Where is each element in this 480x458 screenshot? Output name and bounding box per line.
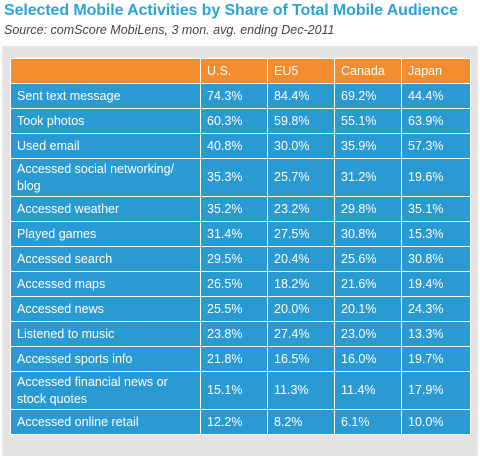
value-cell: 23.2% (267, 196, 335, 222)
value-cell: 31.4% (200, 221, 268, 247)
table-row: Sent text message 74.3% 84.4% 69.2% 44.4% (10, 83, 471, 109)
value-cell: 21.8% (200, 346, 268, 372)
value-cell: 30.8% (401, 246, 471, 272)
row-label: Accessed online retail (10, 409, 201, 435)
value-cell: 29.5% (200, 246, 268, 272)
value-cell: 84.4% (267, 83, 335, 109)
value-cell: 16.0% (334, 346, 402, 372)
row-label: Took photos (10, 108, 201, 134)
row-label: Accessed maps (10, 271, 201, 297)
table-row: Listened to music 23.8% 27.4% 23.0% 13.3% (10, 321, 471, 347)
value-cell: 25.6% (334, 246, 402, 272)
value-cell: 18.2% (267, 271, 335, 297)
value-cell: 25.7% (267, 158, 335, 197)
value-cell: 23.8% (200, 321, 268, 347)
value-cell: 74.3% (200, 83, 268, 109)
value-cell: 19.7% (401, 346, 471, 372)
table-row: Accessed sports info 21.8% 16.5% 16.0% 19.7% (10, 346, 471, 372)
row-label: Accessed weather (10, 196, 201, 222)
value-cell: 21.6% (334, 271, 402, 297)
chart-subtitle: Source: comScore MobiLens, 3 mon. avg. e… (4, 23, 335, 37)
header-cell-eu5: EU5 (267, 58, 335, 84)
value-cell: 24.3% (401, 296, 471, 322)
value-cell: 30.8% (334, 221, 402, 247)
header-cell-canada: Canada (334, 58, 402, 84)
value-cell: 13.3% (401, 321, 471, 347)
chart-title: Selected Mobile Activities by Share of T… (4, 2, 458, 19)
value-cell: 69.2% (334, 83, 402, 109)
value-cell: 35.2% (200, 196, 268, 222)
header-row: U.S. EU5 Canada Japan (10, 58, 471, 84)
row-label: Played games (10, 221, 201, 247)
row-label: Sent text message (10, 83, 201, 109)
value-cell: 25.5% (200, 296, 268, 322)
row-label: Accessed news (10, 296, 201, 322)
table-panel: U.S. EU5 Canada Japan Sent text message 7… (2, 46, 478, 456)
value-cell: 57.3% (401, 133, 471, 159)
header-cell-japan: Japan (401, 58, 471, 84)
value-cell: 40.8% (200, 133, 268, 159)
value-cell: 15.3% (401, 221, 471, 247)
value-cell: 44.4% (401, 83, 471, 109)
header-cell-us: U.S. (200, 58, 268, 84)
value-cell: 55.1% (334, 108, 402, 134)
row-label: Accessed social networking/ blog (10, 158, 201, 197)
table-row: Accessed maps 26.5% 18.2% 21.6% 19.4% (10, 271, 471, 297)
table-body: Sent text message 74.3% 84.4% 69.2% 44.4% Too… (10, 83, 471, 435)
value-cell: 20.0% (267, 296, 335, 322)
table-row: Played games 31.4% 27.5% 30.8% 15.3% (10, 221, 471, 247)
row-label: Used email (10, 133, 201, 159)
value-cell: 26.5% (200, 271, 268, 297)
value-cell: 10.0% (401, 409, 471, 435)
value-cell: 63.9% (401, 108, 471, 134)
value-cell: 60.3% (200, 108, 268, 134)
value-cell: 29.8% (334, 196, 402, 222)
value-cell: 20.4% (267, 246, 335, 272)
value-cell: 20.1% (334, 296, 402, 322)
row-label: Accessed search (10, 246, 201, 272)
table-row: Took photos 60.3% 59.8% 55.1% 63.9% (10, 108, 471, 134)
value-cell: 30.0% (267, 133, 335, 159)
value-cell: 35.3% (200, 158, 268, 197)
value-cell: 35.9% (334, 133, 402, 159)
row-label: Accessed sports info (10, 346, 201, 372)
value-cell: 6.1% (334, 409, 402, 435)
value-cell: 16.5% (267, 346, 335, 372)
table-row: Accessed news 25.5% 20.0% 20.1% 24.3% (10, 296, 471, 322)
table-row: Accessed weather 35.2% 23.2% 29.8% 35.1% (10, 196, 471, 222)
value-cell: 17.9% (401, 371, 471, 410)
table-row: Accessed social networking/ blog 35.3% 25.… (10, 158, 471, 197)
table-row: Used email 40.8% 30.0% 35.9% 57.3% (10, 133, 471, 159)
table-row: Accessed online retail 12.2% 8.2% 6.1% 10.0% (10, 409, 471, 435)
value-cell: 12.2% (200, 409, 268, 435)
value-cell: 11.3% (267, 371, 335, 410)
table-row: Accessed search 29.5% 20.4% 25.6% 30.8% (10, 246, 471, 272)
table-row: Accessed financial news or stock quotes 1… (10, 371, 471, 410)
value-cell: 11.4% (334, 371, 402, 410)
value-cell: 27.5% (267, 221, 335, 247)
value-cell: 19.4% (401, 271, 471, 297)
data-table: U.S. EU5 Canada Japan Sent text message 7… (10, 58, 471, 435)
value-cell: 35.1% (401, 196, 471, 222)
value-cell: 23.0% (334, 321, 402, 347)
value-cell: 15.1% (200, 371, 268, 410)
value-cell: 19.6% (401, 158, 471, 197)
header-cell-blank (10, 58, 201, 84)
row-label: Listened to music (10, 321, 201, 347)
value-cell: 8.2% (267, 409, 335, 435)
value-cell: 27.4% (267, 321, 335, 347)
row-label: Accessed financial news or stock quotes (10, 371, 201, 410)
value-cell: 31.2% (334, 158, 402, 197)
value-cell: 59.8% (267, 108, 335, 134)
